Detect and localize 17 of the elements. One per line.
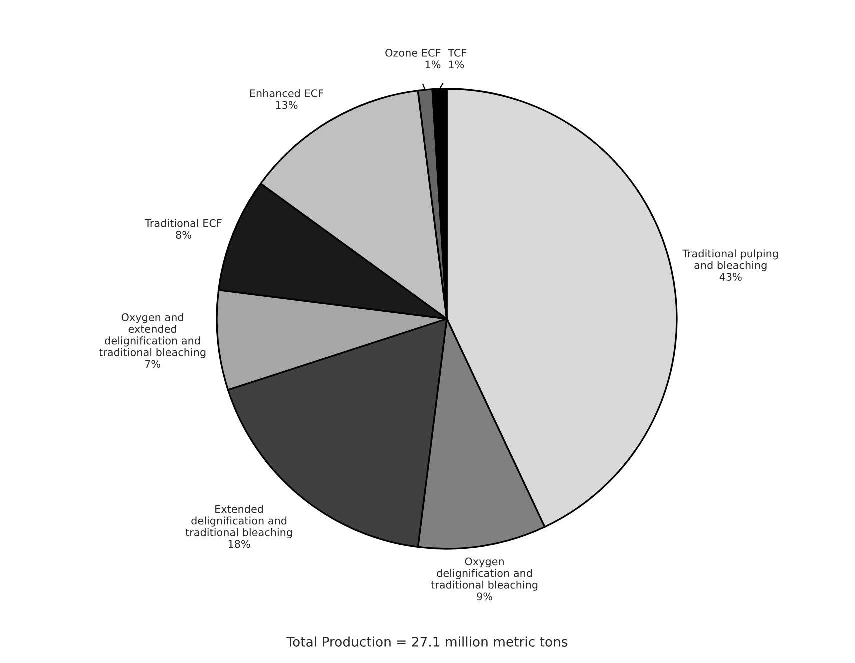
data-label: 1% <box>449 60 464 69</box>
slice-label: Ozone ECF <box>386 49 441 57</box>
slice-label: Traditional ECF <box>145 219 222 228</box>
data-label: 7% <box>145 360 160 368</box>
text: Total Production = 27.1 million metric tons <box>286 636 568 647</box>
slice-label: Oxygen and extended delignification and traditional bleaching <box>99 313 206 358</box>
data-label: 43% <box>720 273 742 282</box>
slice-label: Extended delignification and traditional bleaching <box>186 505 292 538</box>
slice-label: TCF <box>448 49 467 57</box>
slice-label: Enhanced ECF <box>250 89 324 98</box>
data-label: 1% <box>426 60 441 69</box>
data-label: 18% <box>228 540 250 548</box>
data-label: 8% <box>176 231 192 239</box>
data-label: 9% <box>477 592 492 601</box>
slice-label: Oxygen delignification and traditional bleaching <box>431 558 538 591</box>
data-label: 13% <box>276 101 298 110</box>
slice-label: Traditional pulping and bleaching <box>682 250 778 272</box>
